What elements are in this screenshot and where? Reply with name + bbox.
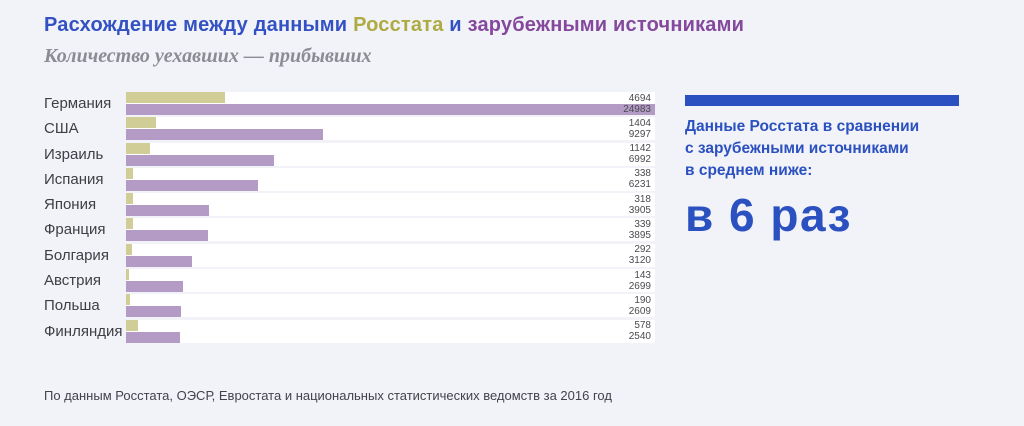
value-labels: 1404 9297 — [629, 118, 651, 140]
category-label: Израиль — [44, 145, 104, 163]
bar-track: 1142 6992 — [126, 142, 655, 166]
bar-foreign-sources — [126, 281, 184, 293]
chart-row: Испания 338 6231 — [44, 167, 655, 191]
callout-panel: Данные Росстата в сравнении с зарубежными… — [685, 95, 959, 242]
bar-rosstat — [126, 92, 226, 103]
category-label: Испания — [44, 170, 104, 188]
chart-row: Израиль 1142 6992 — [44, 142, 655, 166]
bar-rosstat — [126, 167, 134, 179]
value-labels: 338 6231 — [629, 168, 651, 190]
category-label: Болгария — [44, 246, 109, 264]
chart-row: Польша 190 2609 — [44, 294, 655, 318]
bar-rosstat — [126, 243, 133, 255]
value-label: 292 — [634, 244, 651, 256]
chart-row: США 1404 9297 — [44, 117, 655, 141]
value-label: 318 — [634, 193, 651, 205]
value-labels: 318 3905 — [629, 194, 651, 216]
value-label: 6992 — [628, 154, 651, 166]
value-label: 3905 — [628, 204, 651, 216]
value-labels: 578 2540 — [629, 320, 651, 342]
bar-foreign-sources — [126, 154, 275, 166]
value-labels: 292 3120 — [629, 244, 651, 266]
category-label: Франция — [44, 221, 106, 239]
callout-text-line: с зарубежными источниками — [685, 140, 909, 157]
value-label: 143 — [634, 269, 651, 281]
bar-track: 338 6231 — [126, 167, 655, 191]
bar-foreign-sources — [126, 129, 323, 141]
bar-rosstat — [126, 269, 129, 281]
value-label: 2699 — [628, 280, 651, 292]
callout-big-number: в 6 раз — [685, 189, 853, 241]
accent-bar — [685, 95, 959, 106]
bar-rosstat — [126, 193, 133, 205]
callout-text-line: Данные Росстата в сравнении — [685, 118, 920, 135]
category-label: США — [44, 120, 79, 138]
page-title-part: зарубежными источниками — [467, 14, 745, 36]
callout-text: Данные Росстата в сравнении с зарубежными… — [685, 116, 959, 182]
value-labels: 339 3895 — [629, 219, 651, 241]
bar-track: 578 2540 — [126, 319, 655, 343]
bar-track: 143 2699 — [126, 269, 655, 293]
chart-row: Финляндия 578 2540 — [44, 319, 655, 343]
category-label: Австрия — [44, 272, 102, 290]
bar-rosstat — [126, 218, 134, 230]
bar-rosstat — [126, 117, 156, 129]
bar-track: 1404 9297 — [126, 117, 655, 141]
bar-foreign-sources — [126, 255, 193, 267]
page-title-part: и — [443, 14, 468, 36]
chart-row: Болгария 292 3120 — [44, 243, 655, 267]
value-label: 1404 — [628, 117, 651, 129]
bar-foreign-sources — [126, 205, 209, 217]
bar-track: 190 2609 — [126, 294, 655, 318]
value-labels: 4694 24983 — [623, 93, 651, 115]
value-label: 4694 — [628, 92, 651, 104]
page-title-part: Росстата — [353, 14, 444, 36]
bar-foreign-sources — [126, 230, 209, 242]
bar-track: 318 3905 — [126, 193, 655, 217]
value-label: 2540 — [628, 331, 651, 343]
value-label: 1142 — [629, 143, 651, 155]
bar-foreign-sources — [126, 179, 258, 191]
bar-rosstat — [126, 294, 131, 306]
value-label: 3895 — [628, 229, 651, 241]
header: Расхождение между данными Росстата и зар… — [44, 14, 744, 68]
value-label: 6231 — [628, 179, 651, 191]
value-label: 578 — [634, 320, 651, 332]
value-label: 338 — [634, 168, 651, 180]
value-labels: 143 2699 — [629, 270, 651, 292]
chart-row: Япония 318 3905 — [44, 193, 655, 217]
chart-row: Франция 339 3895 — [44, 218, 655, 242]
category-label: Финляндия — [44, 322, 123, 340]
bar-foreign-sources — [126, 331, 180, 343]
value-label: 24983 — [623, 103, 651, 115]
chart-row: Германия 4694 24983 — [44, 92, 655, 115]
page-title-part: Расхождение между данными — [44, 14, 354, 36]
value-label: 3120 — [628, 255, 651, 267]
category-label: Германия — [44, 95, 112, 112]
category-label: Польша — [44, 297, 100, 315]
bar-rosstat — [126, 142, 151, 154]
category-label: Япония — [44, 196, 97, 214]
value-label: 9297 — [628, 128, 651, 140]
bar-rosstat — [126, 319, 139, 331]
source-note: По данным Росстата, ОЭСР, Евростата и на… — [44, 388, 612, 403]
value-labels: 1142 6992 — [629, 143, 651, 165]
bar-track: 292 3120 — [126, 243, 655, 267]
bar-track: 4694 24983 — [126, 92, 655, 115]
page-title: Расхождение между данными Росстата и зар… — [44, 14, 744, 37]
chart-row: Австрия 143 2699 — [44, 269, 655, 293]
page-subtitle: Количество уехавших — прибывших — [44, 45, 372, 67]
bar-track: 339 3895 — [126, 218, 655, 242]
value-label: 339 — [634, 218, 651, 230]
callout-text-line: в среднем ниже: — [685, 162, 813, 179]
value-label: 190 — [634, 294, 651, 306]
value-labels: 190 2609 — [629, 295, 651, 317]
bar-foreign-sources — [126, 306, 182, 318]
bar-foreign-sources — [126, 104, 655, 115]
bar-chart: Германия 4694 24983 США 1404 9297 Израиль 1142 6… — [44, 92, 655, 343]
value-label: 2609 — [628, 305, 651, 317]
